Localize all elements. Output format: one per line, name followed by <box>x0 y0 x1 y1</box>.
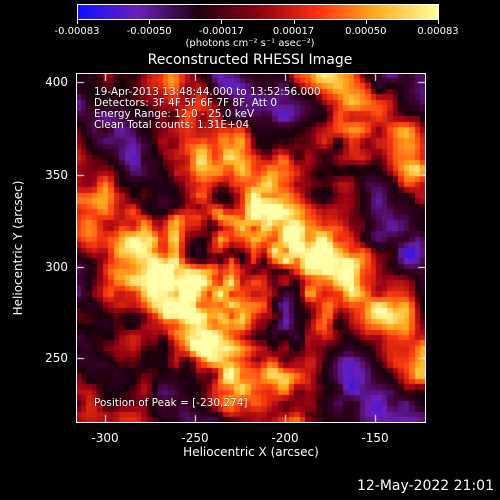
y-axis-label: Heliocentric Y (arcsec) <box>11 180 25 316</box>
colorbar-tick <box>221 20 223 24</box>
colorbar-tick <box>438 20 439 24</box>
x-axis-label: Heliocentric X (arcsec) <box>183 445 319 459</box>
image-title: Reconstructed RHESSI Image <box>147 52 353 68</box>
colorbar-tick <box>293 20 295 24</box>
y-tick-label: 250 <box>45 351 68 365</box>
y-tick-label: 300 <box>45 260 68 274</box>
colorbar-tick-label: 0.00083 <box>417 26 459 37</box>
colorbar-tick-label: -0.00017 <box>198 26 244 37</box>
annotation-energy-range: Energy Range: 12.0 - 25.0 keV <box>94 108 255 120</box>
colorbar-tick <box>149 20 151 24</box>
x-tick-label: -250 <box>181 431 209 445</box>
colorbar-tick-label: -0.00050 <box>126 26 172 37</box>
colorbar-tick-label: 0.00050 <box>345 26 387 37</box>
colorbar-tick-label: 0.00017 <box>272 26 315 37</box>
timestamp: 12-May-2022 21:01 <box>356 478 494 494</box>
annotation-peak-position: Position of Peak = [-230,274] <box>94 397 248 409</box>
annotation-time-range: 19-Apr-2013 13:48:44.000 to 13:52:56.000 <box>94 86 321 98</box>
x-tick-label: -150 <box>361 431 389 445</box>
annotation-total-counts: Clean Total counts: 1.31E+04 <box>94 119 250 131</box>
colorbar-tick <box>365 20 367 24</box>
rhessi-image <box>76 73 426 423</box>
x-tick-label: -200 <box>271 431 299 445</box>
x-tick-label: -300 <box>91 431 119 445</box>
colorbar-units: (photons cm⁻² s⁻¹ asec⁻²) <box>185 38 315 49</box>
y-tick-label: 400 <box>45 75 68 89</box>
colorbar <box>77 4 439 20</box>
colorbar-tick-label: -0.00083 <box>54 26 100 37</box>
annotation-detectors: Detectors: 3F 4F 5F 6F 7F 8F, Att 0 <box>94 97 278 109</box>
y-tick-label: 350 <box>45 168 68 182</box>
colorbar-tick <box>77 20 78 24</box>
